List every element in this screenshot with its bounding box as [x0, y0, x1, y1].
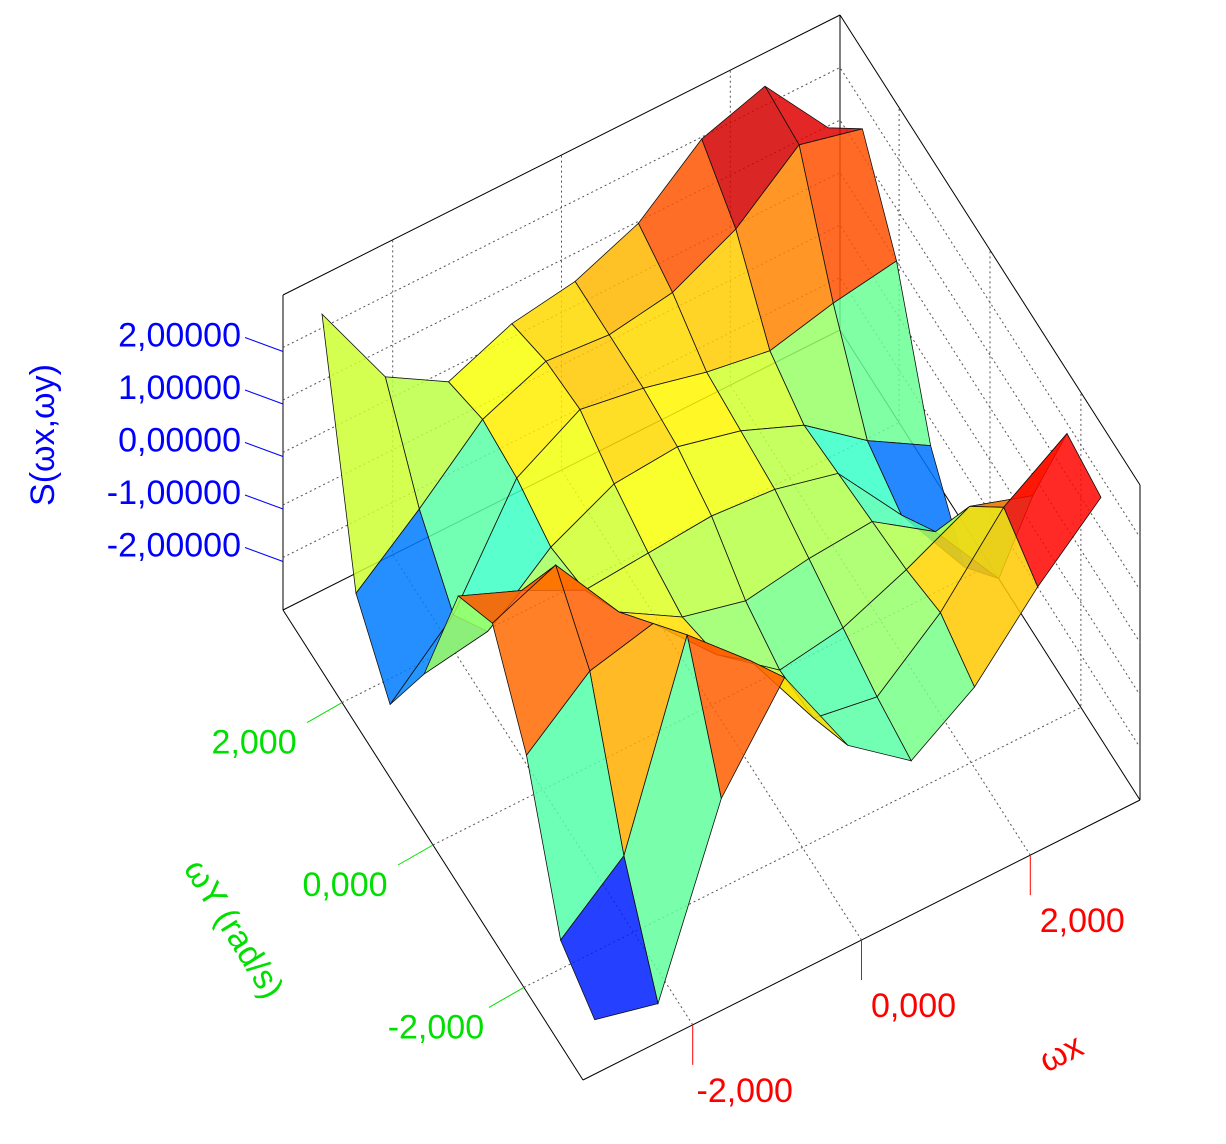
grid-line	[282, 66, 1141, 538]
x-tick-label: 0,000	[871, 987, 956, 1025]
z-tick	[244, 337, 284, 352]
x-tick-label: 2,000	[1040, 902, 1125, 940]
z-tick	[244, 494, 284, 510]
z-tick	[244, 442, 284, 457]
y-tick-label: 2,000	[212, 724, 297, 762]
y-axis-title: ωY (rad/s)	[176, 853, 291, 1006]
z-axis-title: S(ωx,ωy)	[24, 364, 62, 506]
grid-line	[561, 155, 862, 941]
box-edge	[282, 14, 841, 296]
z-tick-label: 2,00000	[118, 316, 241, 354]
z-tick	[244, 547, 284, 562]
z-tick-label: 0,00000	[118, 421, 241, 459]
grid-line	[282, 276, 1141, 748]
z-tick-label: -1,00000	[107, 474, 241, 512]
y-tick-label: 0,000	[302, 866, 387, 904]
surface-patch	[560, 854, 659, 1021]
z-tick-label: 1,00000	[118, 369, 241, 407]
y-tick	[306, 702, 343, 724]
grid-line	[282, 119, 1141, 591]
y-tick-label: -2,000	[388, 1008, 484, 1046]
z-tick-label: -2,00000	[107, 526, 241, 564]
y-tick	[397, 844, 434, 866]
x-tick-label: -2,000	[697, 1072, 793, 1110]
y-tick	[488, 986, 525, 1008]
box-edge	[839, 14, 1141, 486]
x-axis-title: ωx	[1033, 1026, 1089, 1080]
z-tick	[244, 389, 284, 405]
